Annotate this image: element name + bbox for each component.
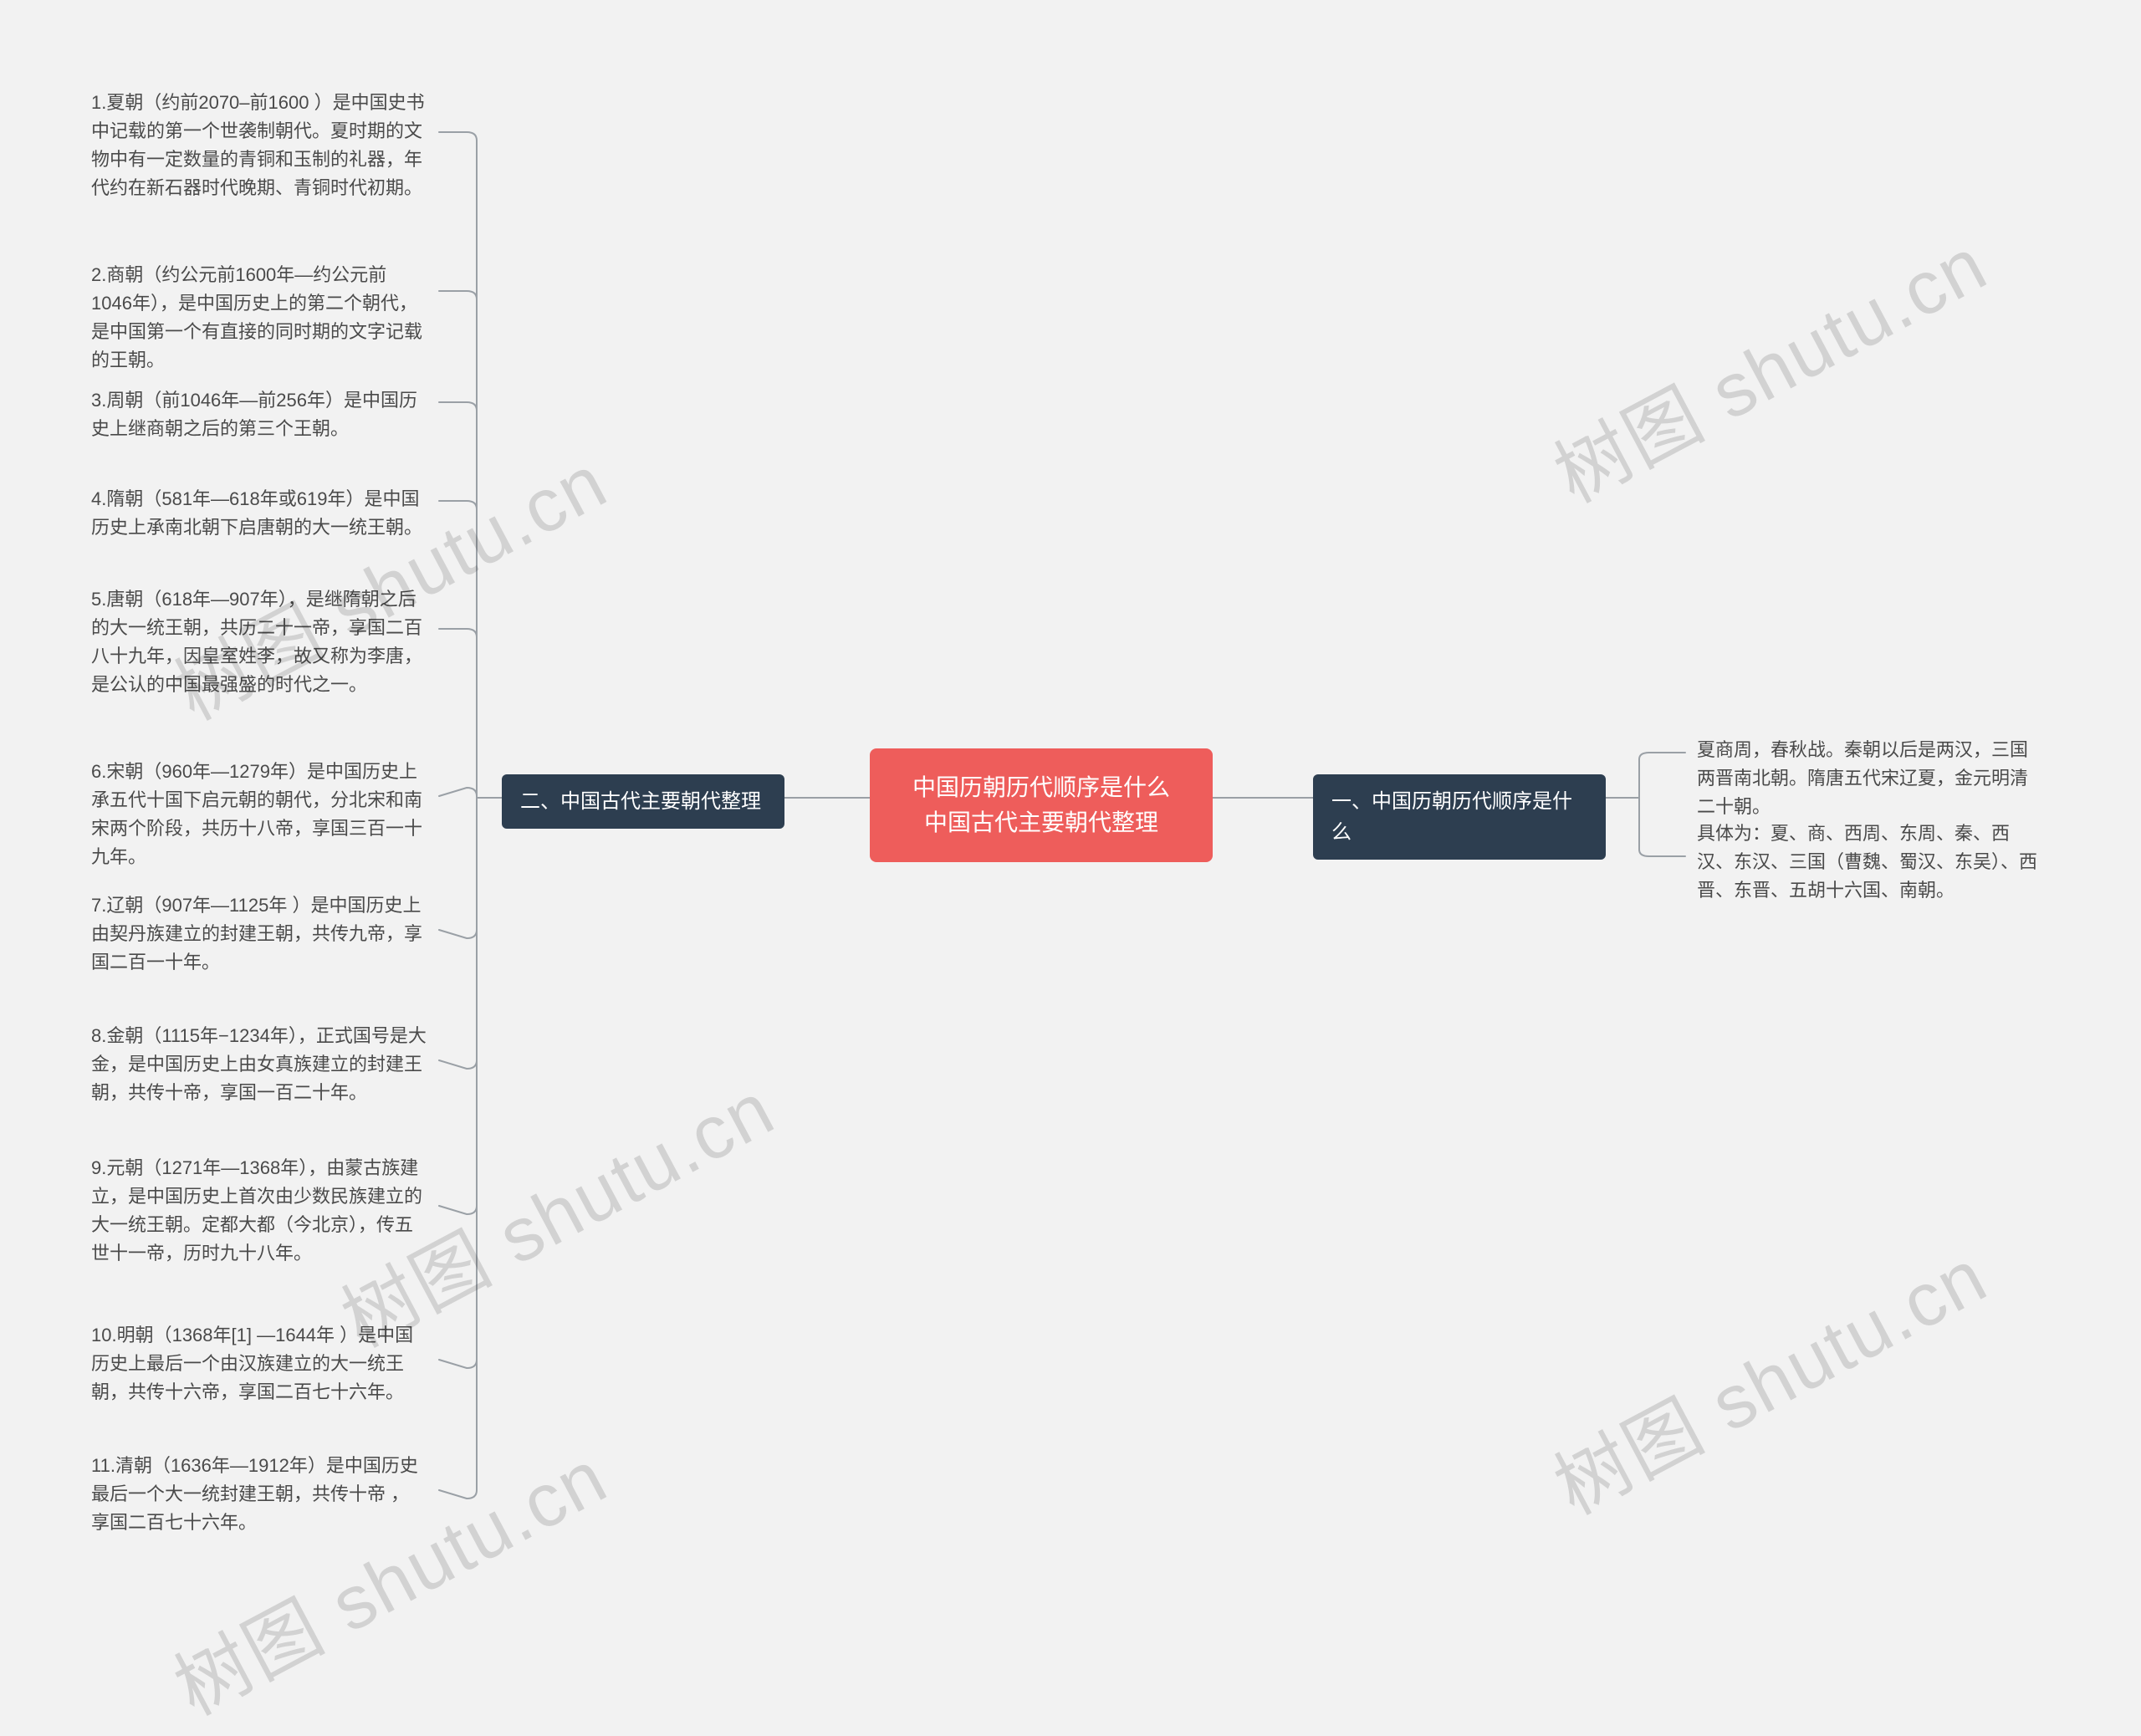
left-leaf-0: 1.夏朝（约前2070–前1600 ）是中国史书中记载的第一个世袭制朝代。夏时期… <box>79 80 439 211</box>
root-line2: 中国古代主要朝代整理 <box>924 809 1158 835</box>
watermark-3: 树图 shutu.cn <box>1533 204 2003 523</box>
right-leaf-1: 具体为：夏、商、西周、东周、秦、西汉、东汉、三国（曹魏、蜀汉、东吴）、西晋、东晋… <box>1685 811 2053 913</box>
left-leaf-1: 2.商朝（约公元前1600年—约公元前1046年），是中国历史上的第二个朝代，是… <box>79 253 439 383</box>
left-leaf-4: 5.唐朝（618年—907年），是继隋朝之后的大一统王朝，共历二十一帝，享国二百… <box>79 577 439 707</box>
root-node: 中国历朝历代顺序是什么 中国古代主要朝代整理 <box>870 748 1213 862</box>
watermark-4: 树图 shutu.cn <box>1533 1216 2003 1534</box>
left-leaf-2: 3.周朝（前1046年—前256年）是中国历史上继商朝之后的第三个王朝。 <box>79 378 439 452</box>
root-line1: 中国历朝历代顺序是什么 <box>912 774 1170 800</box>
left-leaf-6: 7.辽朝（907年—1125年 ）是中国历史上由契丹族建立的封建王朝，共传九帝，… <box>79 883 439 985</box>
left-leaf-10: 11.清朝（1636年—1912年）是中国历史最后一个大一统封建王朝，共传十帝 … <box>79 1443 439 1545</box>
left-leaf-3: 4.隋朝（581年—618年或619年）是中国历史上承南北朝下启唐朝的大一统王朝… <box>79 477 439 550</box>
branch-left-label: 二、中国古代主要朝代整理 <box>520 790 761 813</box>
left-leaf-9: 10.明朝（1368年[1] —1644年 ）是中国历史上最后一个由汉族建立的大… <box>79 1313 439 1415</box>
left-leaf-8: 9.元朝（1271年—1368年），由蒙古族建立，是中国历史上首次由少数民族建立… <box>79 1146 439 1276</box>
branch-right: 一、中国历朝历代顺序是什么 <box>1313 774 1606 860</box>
left-leaf-7: 8.金朝（1115年−1234年），正式国号是大金，是中国历史上由女真族建立的封… <box>79 1014 439 1116</box>
left-leaf-5: 6.宋朝（960年—1279年）是中国历史上承五代十国下启元朝的朝代，分北宋和南… <box>79 749 439 880</box>
branch-right-label: 一、中国历朝历代顺序是什么 <box>1331 790 1572 844</box>
branch-left: 二、中国古代主要朝代整理 <box>502 774 784 829</box>
